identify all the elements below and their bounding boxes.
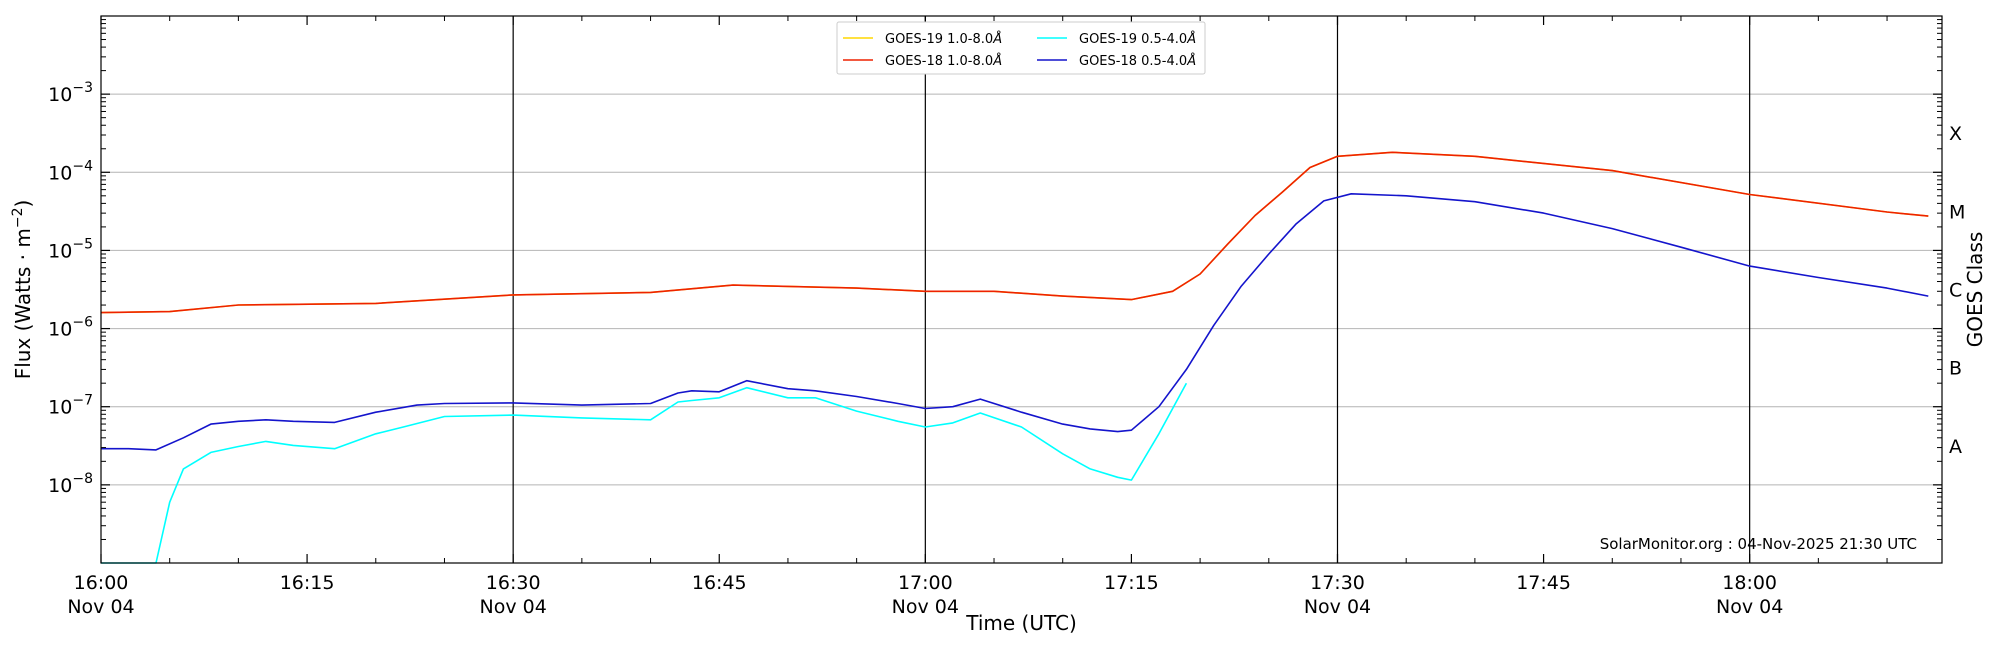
legend-label: GOES-19 0.5-4.0Å bbox=[1079, 31, 1196, 47]
y-axis-title: Flux (Watts · m−2) bbox=[10, 200, 35, 380]
y-tick-label: 10−4 bbox=[48, 158, 93, 184]
x-tick-label-date: Nov 04 bbox=[1716, 596, 1783, 618]
goes-class-label: X bbox=[1949, 123, 1962, 145]
goes-class-axis-title: GOES Class bbox=[1963, 232, 1987, 348]
legend-label: GOES-19 1.0-8.0Å bbox=[885, 31, 1002, 47]
legend-label: GOES-18 1.0-8.0Å bbox=[885, 53, 1002, 69]
y-axis-title-main: Flux (Watts · m bbox=[11, 228, 35, 379]
y-tick-label: 10−7 bbox=[48, 393, 93, 419]
x-tick-label-time: 17:15 bbox=[1104, 572, 1159, 594]
legend-label: GOES-18 0.5-4.0Å bbox=[1079, 53, 1196, 69]
series-layer bbox=[100, 151, 1929, 564]
x-tick-label-date: Nov 04 bbox=[1304, 596, 1371, 618]
y-tick-label: 10−3 bbox=[48, 80, 93, 106]
x-tick-label-time: 18:00 bbox=[1722, 572, 1777, 594]
x-tick-label-time: 16:15 bbox=[280, 572, 335, 594]
goes-class-label: B bbox=[1949, 358, 1962, 380]
plot-frame bbox=[100, 15, 1943, 564]
goes-class-label: C bbox=[1949, 280, 1962, 302]
goes-class-axis: A B C M X bbox=[1949, 123, 1965, 458]
x-tick-label-date: Nov 04 bbox=[892, 596, 959, 618]
legend: GOES-19 1.0-8.0Å GOES-18 1.0-8.0Å GOES-19 … bbox=[836, 21, 1206, 75]
x-tick-label-date: Nov 04 bbox=[480, 596, 547, 618]
y-axis-title-close: ) bbox=[11, 200, 35, 208]
goes-class-label: M bbox=[1949, 201, 1965, 223]
goes-class-label: A bbox=[1949, 436, 1962, 458]
x-tick-label-time: 16:30 bbox=[486, 572, 541, 594]
y-axis-title-exponent: −2 bbox=[10, 208, 26, 229]
y-tick-label: 10−5 bbox=[48, 236, 93, 262]
y-tick-label: 10−6 bbox=[48, 315, 93, 341]
y-axis-ticks: 10−8 10−7 10−6 10−5 10−4 10−3 bbox=[48, 19, 1942, 540]
x-tick-label-time: 17:00 bbox=[898, 572, 953, 594]
x-tick-label-time: 17:45 bbox=[1516, 572, 1571, 594]
x-axis-title: Time (UTC) bbox=[965, 611, 1077, 635]
legend-box bbox=[836, 21, 1206, 75]
series-line bbox=[100, 151, 1929, 314]
series-line bbox=[100, 151, 1929, 314]
x-tick-label-time: 16:00 bbox=[74, 572, 129, 594]
day-marker-lines bbox=[512, 16, 1751, 563]
series-line bbox=[101, 193, 1929, 451]
watermark-credit: SolarMonitor.org : 04-Nov-2025 21:30 UTC bbox=[1600, 535, 1917, 553]
series-line bbox=[101, 382, 1188, 564]
x-tick-label-time: 16:45 bbox=[692, 572, 747, 594]
x-tick-label-time: 17:30 bbox=[1310, 572, 1365, 594]
y-tick-label: 10−8 bbox=[48, 471, 93, 497]
x-tick-label-date: Nov 04 bbox=[67, 596, 134, 618]
